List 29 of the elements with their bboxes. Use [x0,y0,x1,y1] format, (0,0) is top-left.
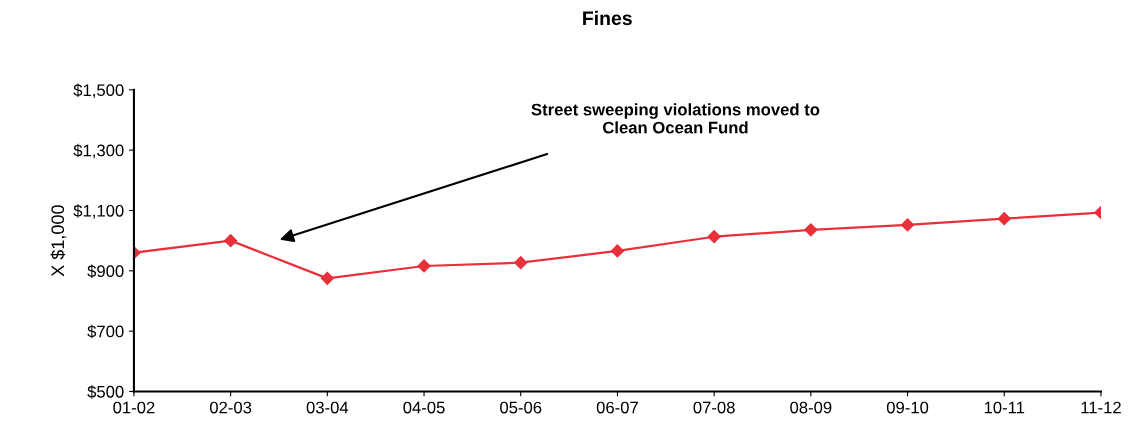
x-tick-label: 02-03 [209,401,252,414]
point [804,223,818,237]
y-tick-label: $1,300 [73,143,124,159]
point [224,234,238,248]
chart-title: Fines [583,10,632,26]
x-tick-label: 06-07 [596,401,638,414]
annotation: Street sweeping violations moved to Clean Ocean Fund [531,103,820,134]
x-tick-label: 08-09 [790,401,832,414]
x-tick-label: 03-04 [306,401,349,414]
x-tick-label: 05-06 [500,401,542,414]
x-tick-label: 09-10 [886,401,929,414]
x-tick-label: 07-08 [693,401,735,414]
y-tick-label: $1,500 [73,83,124,99]
point [997,212,1011,226]
point [417,259,431,273]
point [900,218,915,232]
x-tick-label: 11-12 [1081,401,1121,414]
y-tick-label: $1,100 [73,204,124,219]
x-tick-label: 10-11 [984,401,1025,414]
point [610,244,625,258]
y-tick-label: $500 [87,385,124,399]
point [320,271,334,285]
y-tick-label: $900 [87,264,124,279]
point [514,256,528,270]
point [707,230,721,244]
y-tick-label: $700 [87,324,124,339]
y-axis-title: X $1,000 [50,205,67,277]
x-tick-label: 01-02 [113,401,155,414]
x-tick-label: 04-05 [403,401,445,414]
